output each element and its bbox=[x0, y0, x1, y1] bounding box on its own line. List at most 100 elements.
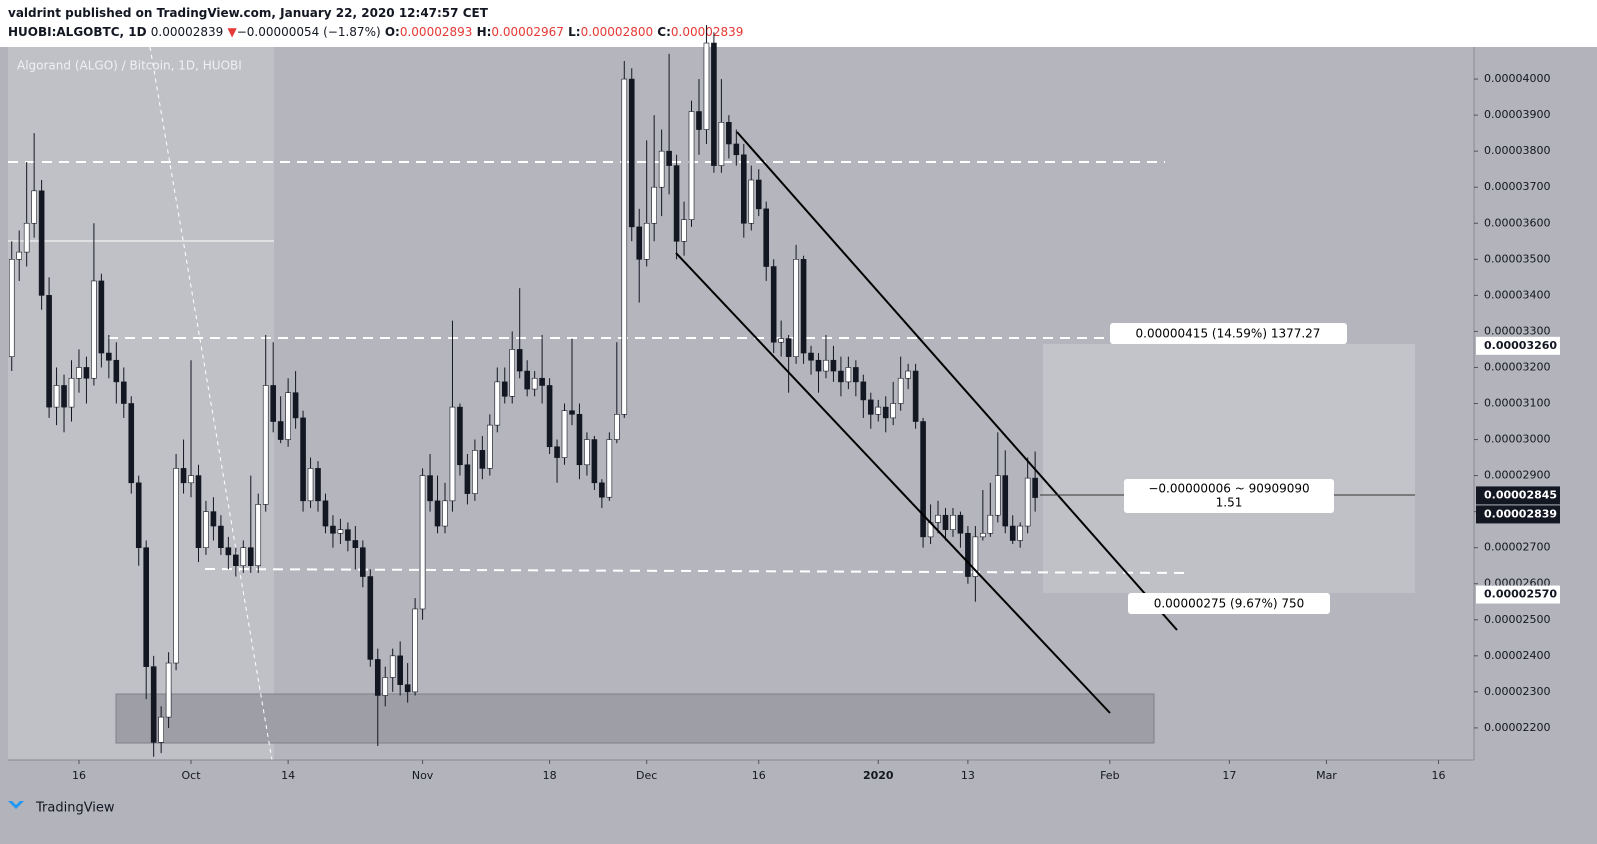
candle-body bbox=[561, 410, 568, 458]
candle-body bbox=[262, 385, 269, 505]
candle-body bbox=[442, 500, 448, 527]
x-tick-label: 17 bbox=[1222, 769, 1236, 782]
candle-body bbox=[83, 367, 90, 379]
candle-body bbox=[748, 179, 755, 224]
candle-body bbox=[554, 446, 560, 458]
candle-body bbox=[427, 475, 433, 502]
candle-body bbox=[322, 500, 329, 527]
candle-body bbox=[793, 259, 799, 357]
candle-body bbox=[800, 259, 807, 354]
l: 0.00002800 bbox=[580, 25, 654, 39]
logo bbox=[8, 801, 24, 809]
last: 0.00002839 bbox=[150, 25, 224, 39]
y-tick-label: 0.00003800 bbox=[1484, 144, 1550, 157]
measure-label: 0.00000415 (14.59%) 1377.27 bbox=[1136, 327, 1321, 341]
candle-body bbox=[688, 111, 695, 220]
candle-body bbox=[165, 662, 172, 718]
candle-body bbox=[38, 190, 45, 296]
candle-body bbox=[882, 406, 889, 419]
candle-body bbox=[1032, 477, 1038, 498]
candle-body bbox=[397, 655, 403, 685]
y-tick-label: 0.00003300 bbox=[1484, 324, 1550, 337]
measure-label: 1.51 bbox=[1216, 496, 1243, 510]
candle-body bbox=[330, 525, 336, 534]
candle-body bbox=[1017, 525, 1023, 541]
candle-body bbox=[546, 385, 553, 448]
candle-body bbox=[741, 154, 747, 224]
y-tick-label: 0.00002400 bbox=[1484, 649, 1550, 662]
y-tick-label: 0.00002200 bbox=[1484, 721, 1550, 734]
candle-body bbox=[270, 385, 276, 422]
candle-body bbox=[569, 410, 575, 415]
candle-body bbox=[636, 226, 643, 260]
candle-body bbox=[8, 259, 15, 357]
candle-body bbox=[23, 222, 30, 253]
candle-body bbox=[188, 475, 194, 484]
support-zone bbox=[115, 693, 1155, 744]
y-tick-label: 0.00002700 bbox=[1484, 541, 1550, 554]
measure-label: −0.00000006 ~ 90909090 bbox=[1148, 482, 1309, 496]
y-tick-label: 0.00003100 bbox=[1484, 397, 1550, 410]
candle-body bbox=[233, 554, 239, 567]
y-tick-label: 0.00002900 bbox=[1484, 469, 1550, 482]
candle-body bbox=[778, 338, 784, 343]
candle-body bbox=[643, 222, 650, 260]
symbol: HUOBI:ALGOBTC, 1D bbox=[8, 25, 147, 39]
candle-body bbox=[487, 424, 493, 469]
candle-body bbox=[360, 547, 366, 577]
x-tick-label: 18 bbox=[543, 769, 557, 782]
x-tick-label: Mar bbox=[1316, 769, 1337, 782]
candle-body bbox=[337, 529, 344, 534]
candle-body bbox=[516, 349, 523, 372]
candle-body bbox=[755, 179, 762, 210]
candle-body bbox=[972, 536, 979, 577]
chart-title: Algorand (ALGO) / Bitcoin, 1D, HUOBI bbox=[17, 59, 242, 73]
candle-body bbox=[203, 511, 209, 548]
quote-line: HUOBI:ALGOBTC, 1D 0.00002839 ▼−0.0000005… bbox=[8, 25, 743, 39]
price-tag-label: 0.00002845 bbox=[1484, 488, 1557, 501]
price-tag-label: 0.00002570 bbox=[1484, 588, 1557, 601]
candle-body bbox=[666, 150, 672, 166]
candle-body bbox=[942, 514, 949, 530]
target-zone bbox=[1043, 344, 1415, 495]
label-box bbox=[1124, 479, 1334, 513]
candle-body bbox=[606, 439, 613, 498]
candle-body bbox=[591, 439, 598, 484]
x-tick-label: 14 bbox=[281, 769, 295, 782]
candle-body bbox=[980, 532, 986, 538]
candle-body bbox=[158, 716, 164, 743]
candle-body bbox=[621, 78, 628, 415]
price-tag bbox=[1476, 585, 1560, 604]
candle-body bbox=[53, 385, 60, 408]
candle-body bbox=[673, 165, 680, 242]
l-label: L: bbox=[568, 25, 581, 39]
candle-body bbox=[651, 186, 657, 224]
candle-body bbox=[912, 370, 919, 422]
trend-line bbox=[149, 46, 273, 761]
candle-body bbox=[875, 406, 882, 415]
candle-body bbox=[950, 514, 956, 530]
candle-body bbox=[150, 666, 157, 743]
candle-body bbox=[345, 529, 351, 541]
candle-body bbox=[472, 450, 478, 494]
x-tick-label: 16 bbox=[752, 769, 766, 782]
candle-body bbox=[68, 377, 75, 408]
candle-body bbox=[404, 684, 411, 693]
y-tick-label: 0.00003000 bbox=[1484, 433, 1550, 446]
candle-body bbox=[965, 532, 971, 577]
candle-body bbox=[845, 367, 852, 383]
candle-body bbox=[1024, 477, 1031, 527]
x-tick-label: Dec bbox=[636, 769, 657, 782]
candle-body bbox=[46, 295, 52, 408]
y-tick-label: 0.00002500 bbox=[1484, 613, 1550, 626]
price-tag-label: 0.00002839 bbox=[1484, 507, 1557, 520]
candle-body bbox=[524, 370, 530, 390]
candle-body bbox=[374, 659, 381, 696]
candle-body bbox=[890, 403, 897, 419]
candle-body bbox=[681, 219, 687, 242]
candle-body bbox=[16, 251, 23, 260]
candle-body bbox=[135, 482, 142, 548]
candle-body bbox=[905, 370, 911, 379]
label-box bbox=[1110, 323, 1347, 344]
